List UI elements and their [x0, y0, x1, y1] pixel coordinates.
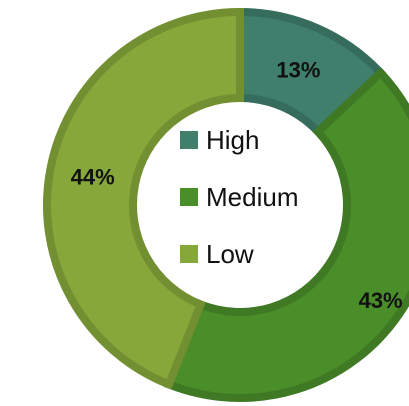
legend-swatch-low — [180, 245, 198, 263]
donut-slice-low — [43, 7, 244, 390]
legend-label-low: Low — [206, 239, 254, 269]
data-label-low: 44% — [71, 164, 115, 189]
legend-label-medium: Medium — [206, 182, 298, 212]
data-label-medium: 43% — [359, 288, 403, 313]
donut-data-labels: 13% 43% 44% — [71, 58, 403, 313]
donut-slice-medium — [163, 67, 409, 402]
legend-swatch-medium — [180, 188, 198, 206]
legend-swatch-high — [180, 131, 198, 149]
chart-legend: High Medium Low — [180, 125, 298, 269]
donut-slices — [43, 7, 409, 402]
data-label-high: 13% — [276, 58, 320, 83]
legend-label-high: High — [206, 125, 259, 155]
